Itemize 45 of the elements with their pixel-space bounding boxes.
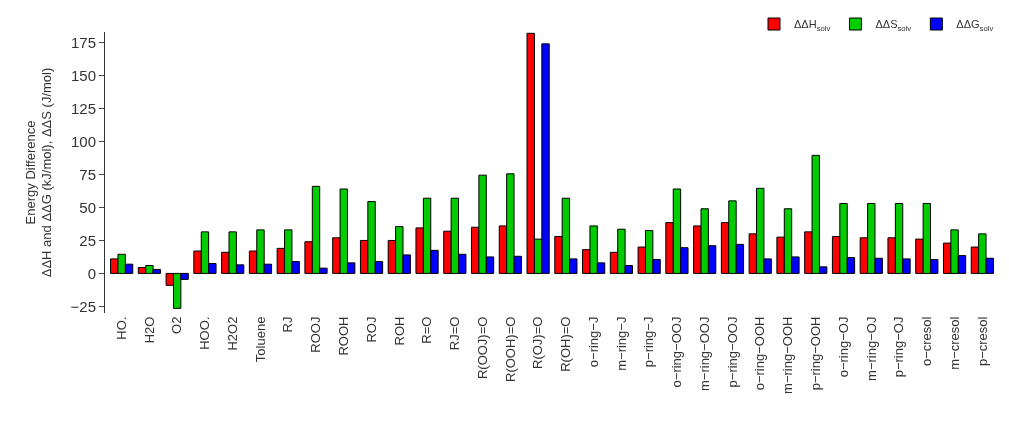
x-tick-label: o−ring−J: [585, 316, 601, 368]
x-tick-label: m−ring−J: [613, 316, 629, 371]
x-tick-label: p−ring−OJ: [891, 316, 907, 378]
x-tick-label: o−ring−OOJ: [669, 316, 685, 388]
x-tick-label: ROOH: [335, 316, 351, 356]
x-tick-label: ROH: [391, 316, 407, 346]
x-tick-label: o−ring−OOH: [752, 316, 768, 391]
x-tick-label: ROJ: [363, 316, 379, 343]
x-tick-label: R(OJ)=O: [530, 316, 546, 369]
x-tick-label: p−ring−J: [641, 316, 657, 368]
x-tick-label: R(OOJ)=O: [474, 316, 490, 380]
y-axis-title: Energy Difference ΔΔH and ΔΔG (kJ/mol), ΔΔS (J/mol): [22, 67, 55, 278]
x-tick-label: m−ring−OJ: [863, 316, 879, 381]
x-tick-label: p−ring−OOJ: [724, 316, 740, 388]
x-tick-label: ROOJ: [308, 316, 324, 353]
x-tick-label: p−cresol: [974, 316, 990, 367]
legend-label: ΔΔS$_{solv}$: [875, 18, 912, 33]
y-tick-label: 175: [70, 33, 96, 51]
x-tick-label: R(OOH)=O: [502, 316, 518, 382]
x-tick-label: o−ring−OJ: [835, 316, 851, 378]
x-tick-label: R=O: [419, 316, 435, 344]
y-tick-label: 50: [79, 198, 96, 216]
y-tick-label: 150: [70, 66, 96, 84]
x-tick-label: p−ring−OOH: [807, 316, 823, 391]
x-tick-label: o−cresol: [919, 316, 935, 367]
legend-label: ΔΔG$_{solv}$: [956, 18, 994, 33]
y-tick-label: 100: [70, 132, 96, 150]
x-tick-label: HO.: [113, 316, 129, 340]
x-tick-label: RJ=O: [447, 316, 463, 351]
x-tick-label: H2O2: [224, 316, 240, 351]
x-tick-label: m−cresol: [946, 316, 962, 370]
y-tick-label: −25: [70, 297, 96, 315]
x-tick-label: RJ: [280, 316, 296, 333]
x-tick-label: O2: [169, 316, 185, 334]
y-tick-label: 75: [79, 165, 96, 183]
x-tick-label: Toluene: [252, 316, 268, 363]
x-tick-label: R(OH)=O: [558, 316, 574, 372]
y-tick-label: 125: [70, 99, 96, 117]
x-tick-label: m−ring−OOJ: [696, 316, 712, 392]
x-tick-label: m−ring−OOH: [780, 316, 796, 394]
y-tick-label: 0: [87, 264, 96, 282]
y-tick-label: 25: [79, 231, 96, 249]
x-tick-label: HOO.: [197, 316, 213, 350]
legend-label: ΔΔH$_{solv}$: [794, 18, 831, 33]
x-tick-label: H2O: [141, 316, 157, 344]
